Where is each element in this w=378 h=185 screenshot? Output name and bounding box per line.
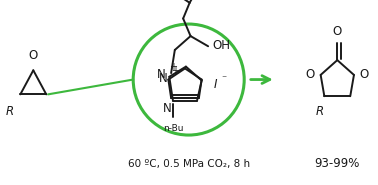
Text: +: +	[169, 62, 177, 72]
Text: N: N	[157, 68, 166, 81]
Text: O: O	[29, 49, 38, 62]
Text: I: I	[214, 78, 217, 91]
Text: +: +	[171, 66, 179, 76]
Text: O: O	[306, 68, 315, 80]
Text: 93-99%: 93-99%	[314, 157, 360, 170]
Text: n-Bu: n-Bu	[163, 124, 183, 133]
Text: O: O	[359, 68, 369, 80]
Text: R: R	[316, 105, 324, 117]
Text: O: O	[333, 25, 342, 38]
Text: 60 ºC, 0.5 MPa CO₂, 8 h: 60 ºC, 0.5 MPa CO₂, 8 h	[128, 159, 250, 169]
Text: N: N	[159, 72, 167, 85]
Text: N: N	[163, 102, 172, 115]
Text: ⁻: ⁻	[221, 75, 226, 85]
Text: OH: OH	[213, 39, 231, 52]
Text: R: R	[6, 105, 14, 117]
